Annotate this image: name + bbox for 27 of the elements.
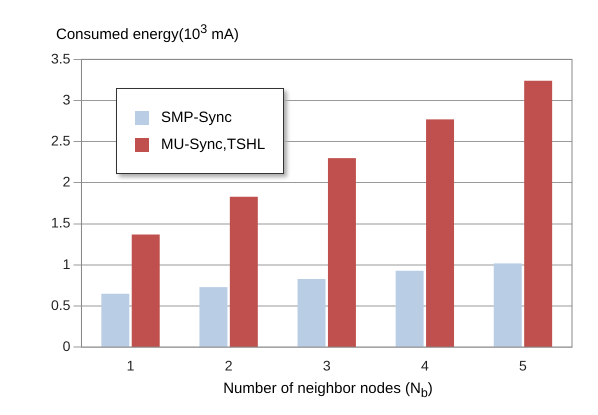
y-axis-title: Consumed energy(10$^{3}$ mA) [56, 22, 239, 43]
bar [199, 287, 228, 347]
bar [426, 119, 454, 347]
x-tick-label: 4 [420, 357, 429, 374]
bar [298, 278, 326, 347]
x-tick-label: 2 [224, 357, 233, 374]
legend-label: SMP-Sync [161, 109, 232, 126]
x-tick-label: 1 [126, 357, 135, 374]
bar [494, 263, 522, 347]
y-tick-label: 3.5 [50, 50, 71, 66]
y-tick-label: 2 [62, 174, 71, 190]
bar [396, 270, 424, 347]
y-tick-label: 3 [62, 91, 71, 108]
x-axis-title: Number of neighbor nodes (N$_{b}$) [222, 380, 434, 400]
y-tick-label: 2.5 [50, 132, 71, 148]
x-tick-label: 3 [322, 357, 331, 374]
bar [132, 234, 160, 347]
y-tick-label: 1.5 [50, 214, 71, 231]
bar [524, 80, 552, 347]
y-tick-label: 0.5 [50, 296, 71, 313]
x-tick-label: 5 [519, 357, 528, 374]
bar [230, 196, 258, 347]
bar [101, 294, 130, 347]
bar [328, 158, 356, 347]
legend-label: MU-Sync,TSHL [161, 136, 266, 153]
y-tick-label: 0 [62, 338, 71, 354]
y-tick-label: 1 [62, 256, 71, 272]
